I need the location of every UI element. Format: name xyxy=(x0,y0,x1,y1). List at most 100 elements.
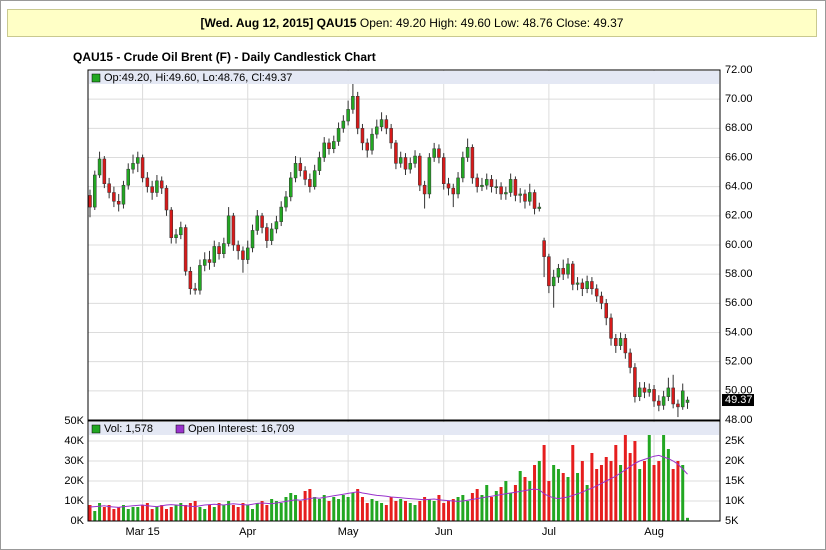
candle-body xyxy=(408,163,413,170)
volume-bar xyxy=(121,505,125,521)
volume-bar xyxy=(356,489,360,521)
candle-body xyxy=(446,183,451,189)
candle-body xyxy=(236,244,240,252)
open-interest-line xyxy=(89,454,688,508)
volume-bar xyxy=(599,465,603,521)
x-tick-label: Aug xyxy=(644,526,664,538)
x-tick-label: Jun xyxy=(435,526,453,538)
y-tick-label: 30K xyxy=(64,455,84,467)
candle-body xyxy=(561,268,565,275)
x-tick-label: May xyxy=(338,526,359,538)
candle-body xyxy=(97,158,102,176)
volume-bar xyxy=(580,461,584,521)
candle-body xyxy=(666,387,671,397)
candle-body xyxy=(116,201,121,205)
volume-bar xyxy=(155,507,159,521)
candle-body xyxy=(671,387,675,405)
volume-bar xyxy=(585,485,589,521)
candle-body xyxy=(217,246,221,254)
candle-body xyxy=(532,192,537,209)
volume-bar xyxy=(556,469,560,521)
volume-bar xyxy=(389,497,393,521)
candle-body xyxy=(599,295,604,304)
volume-bar xyxy=(308,489,312,521)
candle-body xyxy=(269,228,274,241)
volume-bar xyxy=(480,495,484,521)
volume-bar xyxy=(504,481,508,521)
volume-bar xyxy=(351,493,355,521)
candle-body xyxy=(547,256,551,287)
volume-bar xyxy=(394,501,398,521)
volume-bar xyxy=(246,505,250,521)
volume-bar xyxy=(451,499,455,521)
volume-bar xyxy=(294,495,298,521)
candle-body xyxy=(140,157,145,179)
x-tick-label: Jul xyxy=(542,526,556,538)
candle-body xyxy=(403,157,408,170)
volume-bar xyxy=(542,445,546,521)
candle-body xyxy=(245,247,250,260)
candle-body xyxy=(169,209,174,238)
candle-body xyxy=(513,179,518,196)
volume-bar xyxy=(513,485,517,521)
volume-bar xyxy=(313,497,317,521)
candle-body xyxy=(164,187,169,211)
candle-body xyxy=(341,120,346,129)
volume-bar xyxy=(303,491,307,521)
candle-body xyxy=(499,186,503,195)
volume-bar xyxy=(533,465,537,521)
y-tick-label: 40K xyxy=(64,435,84,447)
volume-bar xyxy=(686,517,689,521)
volume-bar xyxy=(327,501,331,521)
candle-body xyxy=(614,338,618,346)
volume-bar xyxy=(193,501,197,521)
x-tick-label: Apr xyxy=(239,526,256,538)
volume-bar xyxy=(461,495,465,521)
candle-body xyxy=(255,215,260,231)
candle-body xyxy=(609,317,613,339)
y-tick-label: 66.00 xyxy=(725,151,753,163)
volume-bar xyxy=(141,505,145,521)
candle-body xyxy=(231,215,236,246)
candle-body xyxy=(427,157,432,195)
candle-body xyxy=(566,263,570,275)
y-tick-label: 54.00 xyxy=(725,326,753,338)
candle-body xyxy=(303,170,307,180)
volume-bar xyxy=(408,503,412,521)
candle-body xyxy=(126,168,130,186)
y-tick-label: 68.00 xyxy=(725,122,753,134)
volume-bar xyxy=(399,499,403,521)
volume-bar xyxy=(241,503,245,521)
volume-bar xyxy=(198,507,202,521)
volume-bar xyxy=(212,507,216,521)
y2-tick-label: 10K xyxy=(725,495,745,507)
volume-bar xyxy=(642,461,646,521)
chart-title: QAU15 - Crude Oil Brent (F) - Daily Cand… xyxy=(73,50,376,64)
candle-body xyxy=(551,276,556,287)
candle-body xyxy=(145,177,150,187)
candle-body xyxy=(351,96,355,110)
volume-bar xyxy=(662,433,666,521)
candle-body xyxy=(461,157,465,179)
candle-body xyxy=(642,387,647,393)
volume-bar xyxy=(255,503,259,521)
candle-body xyxy=(193,288,197,291)
legend-band xyxy=(89,71,719,84)
volume-bar xyxy=(676,461,680,521)
volume-bar xyxy=(174,505,178,521)
candle-body xyxy=(556,268,561,278)
volume-bar xyxy=(265,505,269,521)
price-frame xyxy=(87,69,721,421)
legend-swatch xyxy=(175,424,185,434)
candle-body xyxy=(183,227,188,272)
candle-body xyxy=(355,96,360,129)
volume-bar xyxy=(360,497,364,521)
y-tick-label: 70.00 xyxy=(725,93,753,105)
candle-body xyxy=(652,389,656,402)
volume-bar xyxy=(375,501,379,521)
candle-body xyxy=(274,221,279,230)
volume-bar xyxy=(126,509,130,521)
candle-body xyxy=(518,193,522,196)
candle-body xyxy=(312,170,317,187)
